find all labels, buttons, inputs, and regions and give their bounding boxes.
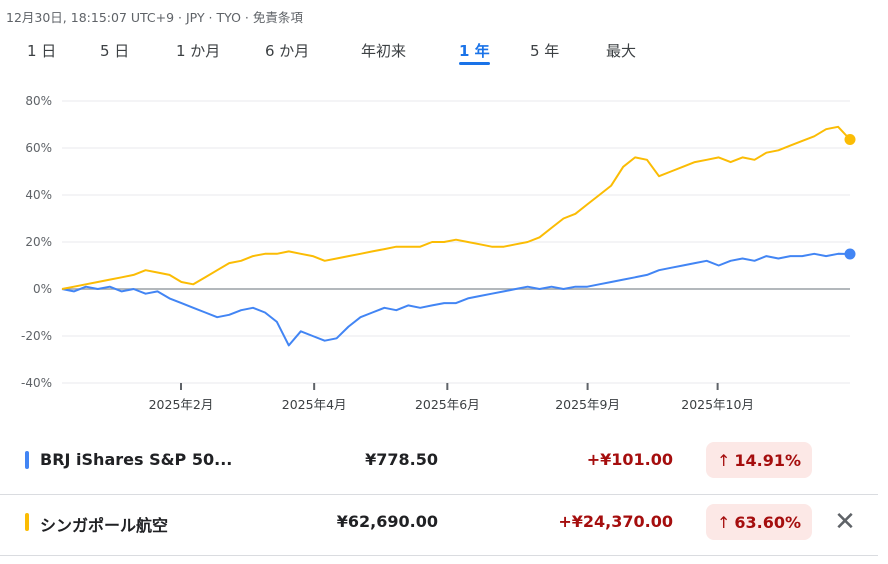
percent-change-badge: ↑ 63.60% <box>706 504 812 540</box>
y-axis: 80% 60% 40% 20% 0% -20% -40% <box>21 94 850 390</box>
series-line-1 <box>61 125 851 290</box>
series-color-swatch <box>25 451 29 469</box>
arrow-up-icon: ↑ <box>716 450 731 470</box>
x-tick-label: 2025年2月 <box>149 397 214 412</box>
chart-meta: 12月30日, 18:15:07 UTC+9 · JPY · TYO · 免責条… <box>6 10 303 25</box>
compare-row-singapore-airlines[interactable]: シンガポール航空 ¥62,690.00 +¥24,370.00 ↑ 63.60%… <box>0 494 878 556</box>
range-tab-6m[interactable]: 6 か月 <box>265 42 310 60</box>
percent-change-value: 14.91% <box>734 450 802 470</box>
y-tick-label: -20% <box>21 329 52 343</box>
security-name: BRJ iShares S&P 50... <box>40 450 233 469</box>
y-tick-label: 40% <box>25 188 52 202</box>
range-tab-1m[interactable]: 1 か月 <box>176 42 221 60</box>
series-line-0 <box>61 252 851 347</box>
y-tick-label: 20% <box>25 235 52 249</box>
x-tick-label: 2025年10月 <box>681 397 754 412</box>
y-tick-label: 80% <box>25 94 52 108</box>
y-tick-label: 0% <box>33 282 52 296</box>
range-tab-5y[interactable]: 5 年 <box>530 42 560 60</box>
series-lines <box>61 125 856 347</box>
x-axis: 2025年2月 2025年4月 2025年6月 2025年9月 2025年10月 <box>149 383 754 412</box>
security-name: シンガポール航空 <box>40 516 169 535</box>
range-tab-1d[interactable]: 1 日 <box>27 42 57 60</box>
range-tab-max[interactable]: 最大 <box>606 42 637 60</box>
range-tab-5d[interactable]: 5 日 <box>100 42 130 60</box>
price-change: +¥24,370.00 <box>558 512 673 531</box>
x-tick-label: 2025年6月 <box>415 397 480 412</box>
range-tab-1y[interactable]: 1 年 <box>459 42 490 65</box>
percent-change-badge: ↑ 14.91% <box>706 442 812 478</box>
x-tick-label: 2025年9月 <box>555 397 620 412</box>
range-tab-ytd[interactable]: 年初来 <box>361 42 407 60</box>
percent-change-value: 63.60% <box>734 512 802 532</box>
comparison-line-chart: 80%60%40%20%0%-20%-40% 2025年2月 2025年4月 202… <box>21 94 856 412</box>
y-tick-label: 60% <box>25 141 52 155</box>
security-price: ¥778.50 <box>365 450 438 469</box>
security-price: ¥62,690.00 <box>336 512 438 531</box>
series-end-point-0 <box>844 248 856 260</box>
y-tick-label: -40% <box>21 376 52 390</box>
series-end-point-1 <box>844 134 856 146</box>
arrow-up-icon: ↑ <box>716 512 731 532</box>
series-color-swatch <box>25 513 29 531</box>
close-icon[interactable]: ✕ <box>834 507 856 537</box>
compare-row-brj[interactable]: BRJ iShares S&P 50... ¥778.50 +¥101.00 ↑… <box>0 433 878 493</box>
x-tick-label: 2025年4月 <box>282 397 347 412</box>
price-change: +¥101.00 <box>586 450 673 469</box>
